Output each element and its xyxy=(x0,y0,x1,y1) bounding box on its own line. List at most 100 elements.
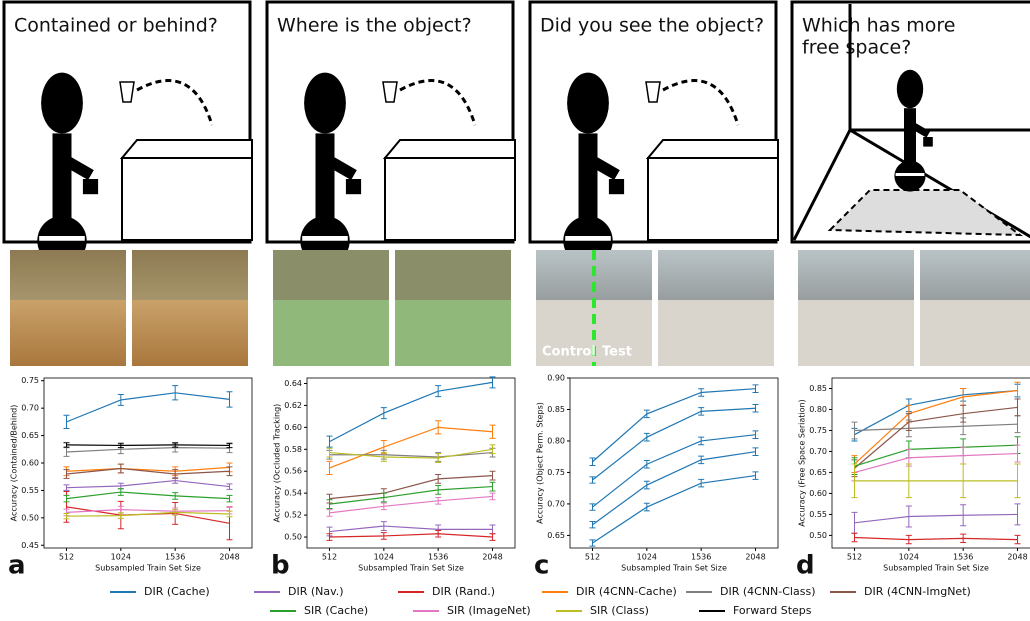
robot-base-band xyxy=(39,236,85,241)
panel-letter: c xyxy=(534,551,549,581)
arrow xyxy=(399,79,477,126)
x-tick-label: 1536 xyxy=(691,553,711,562)
error-bar xyxy=(1014,398,1021,417)
error-bar xyxy=(172,492,179,500)
robot-head xyxy=(896,69,924,109)
error-bar xyxy=(489,481,496,492)
photo-surface xyxy=(920,300,1030,366)
error-bar xyxy=(63,447,70,457)
y-tick-label: 0.80 xyxy=(809,405,827,414)
y-tick-label: 0.50 xyxy=(284,533,302,542)
error-bar xyxy=(63,469,70,479)
photo-label: Control xyxy=(542,345,596,360)
error-bar xyxy=(851,532,858,543)
question: free space? xyxy=(802,37,911,59)
error-bar xyxy=(905,413,912,431)
error-bar xyxy=(117,488,124,496)
y-tick-label: 0.55 xyxy=(809,510,827,519)
photo-surface xyxy=(395,300,511,366)
series-line xyxy=(66,479,230,489)
error-bar xyxy=(643,409,650,419)
y-tick-label: 0.70 xyxy=(809,447,827,456)
robot-body xyxy=(578,133,598,219)
y-tick-label: 0.65 xyxy=(21,431,39,440)
error-bar xyxy=(226,510,233,518)
error-bar xyxy=(380,532,387,540)
y-tick-label: 0.80 xyxy=(547,436,565,445)
series-line xyxy=(329,381,493,443)
error-bar xyxy=(698,388,705,397)
error-bar xyxy=(589,521,596,529)
y-axis-label: Accuracy (Contained/Behind) xyxy=(10,405,19,522)
y-axis-label: Accuracy (Object Perm. Steps) xyxy=(536,402,545,524)
error-bar xyxy=(63,442,70,448)
error-bar xyxy=(226,391,233,408)
arrow xyxy=(136,79,214,126)
error-bar xyxy=(1014,463,1021,499)
y-tick-label: 0.55 xyxy=(21,486,39,495)
legend-label: SIR (Class) xyxy=(590,604,649,617)
series-line xyxy=(854,444,1018,467)
x-tick-label: 1024 xyxy=(111,553,131,562)
robot-head xyxy=(304,72,346,134)
question: Which has more xyxy=(802,15,955,37)
y-tick-label: 0.58 xyxy=(284,445,302,454)
series-line xyxy=(854,513,1018,524)
y-tick-label: 0.75 xyxy=(809,426,827,435)
x-tick-label: 2048 xyxy=(482,553,502,562)
error-bar xyxy=(172,442,179,448)
cup xyxy=(645,81,661,103)
y-tick-label: 0.52 xyxy=(284,511,302,520)
robot-base-band xyxy=(302,236,348,241)
error-bar xyxy=(326,447,333,458)
photo-surface xyxy=(273,300,389,366)
x-tick-label: 512 xyxy=(585,553,600,562)
y-tick-label: 0.85 xyxy=(547,405,565,414)
error-bar xyxy=(326,499,333,510)
robot-arm xyxy=(326,155,357,181)
error-bar xyxy=(172,469,179,479)
error-bar xyxy=(380,452,387,462)
series-line xyxy=(329,475,493,500)
y-tick-label: 0.90 xyxy=(547,374,565,383)
series-line xyxy=(66,447,230,453)
y-tick-label: 0.85 xyxy=(809,384,827,393)
error-bar xyxy=(63,414,70,429)
error-bar xyxy=(435,453,442,463)
error-bar xyxy=(643,459,650,469)
series-line xyxy=(854,452,1018,474)
error-bar xyxy=(326,435,333,448)
robot-body xyxy=(315,133,335,219)
cup xyxy=(382,81,398,103)
y-tick-label: 0.70 xyxy=(547,499,565,508)
error-bar xyxy=(117,442,124,449)
error-bar xyxy=(435,420,442,435)
series-line xyxy=(592,388,756,463)
y-tick-label: 0.50 xyxy=(809,531,827,540)
series-line xyxy=(329,485,493,505)
error-bar xyxy=(960,404,967,423)
legend-label: SIR (Cache) xyxy=(304,604,368,617)
error-bar xyxy=(589,457,596,467)
error-bar xyxy=(326,533,333,541)
error-bar xyxy=(589,503,596,511)
series-line xyxy=(854,389,1018,436)
series-line xyxy=(592,407,756,481)
table xyxy=(382,139,516,241)
y-axis-label: Accuracy (Occluded Tracking) xyxy=(273,404,282,523)
series-line xyxy=(66,506,230,524)
series-line xyxy=(66,466,230,472)
error-bar xyxy=(752,403,759,413)
error-bar xyxy=(698,407,705,416)
robot-gripper xyxy=(923,137,933,147)
plot-frame xyxy=(306,377,516,549)
robot-body xyxy=(904,108,916,163)
question: Did you see the object? xyxy=(540,15,764,37)
robot-body xyxy=(52,133,72,219)
y-tick-label: 0.54 xyxy=(284,489,302,498)
error-bar xyxy=(489,376,496,389)
panel-letter: a xyxy=(8,551,26,581)
error-bar xyxy=(1014,444,1021,463)
y-tick-label: 0.75 xyxy=(547,468,565,477)
error-bar xyxy=(435,497,442,505)
